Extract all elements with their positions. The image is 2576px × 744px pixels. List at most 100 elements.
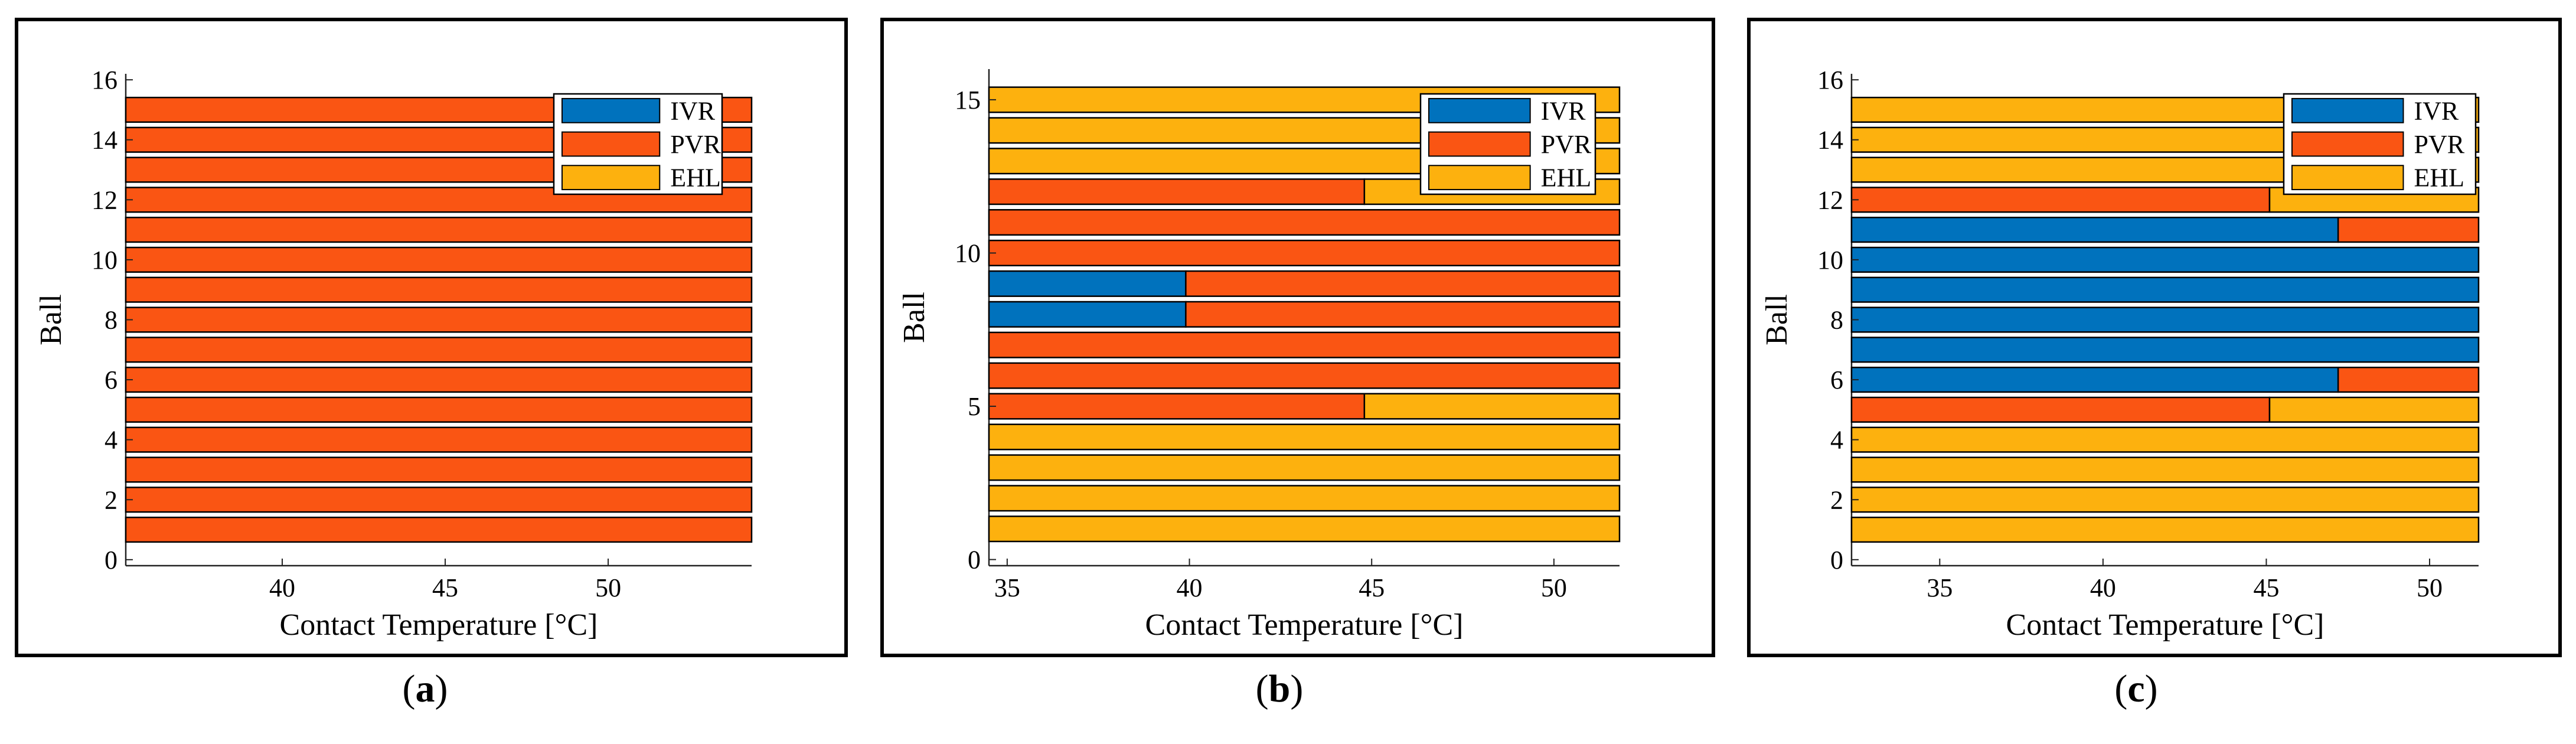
x-tick-label: 40 xyxy=(269,573,295,602)
caption-open: ( xyxy=(403,667,416,710)
bar-ball-3-ehl xyxy=(988,454,1621,481)
bar-ball-6-pvr xyxy=(125,367,753,393)
bar-ball-11-pvr xyxy=(988,209,1621,236)
y-tick-label: 0 xyxy=(1830,546,1843,575)
bars xyxy=(125,96,753,543)
bar-ball-2-ehl xyxy=(1850,487,2480,513)
legend-swatch-ivr xyxy=(561,97,661,123)
y-tick-label: 16 xyxy=(92,66,117,94)
legend-swatch-pvr xyxy=(561,131,661,157)
y-tick-label: 2 xyxy=(1830,485,1843,514)
bar-ball-5-ehl xyxy=(1363,393,1621,420)
y-tick-label: 0 xyxy=(105,546,117,575)
x-tick-label: 50 xyxy=(595,573,621,602)
legend-swatch-ehl xyxy=(2291,165,2404,191)
legend-label-ivr: IVR xyxy=(670,96,715,125)
bar-ball-8-ivr xyxy=(988,301,1187,328)
y-tick-label: 4 xyxy=(105,426,117,455)
bar-ball-8-ivr xyxy=(1850,306,2480,333)
legend-swatch-pvr xyxy=(1428,131,1531,157)
bar-ball-12-pvr xyxy=(988,178,1366,205)
y-axis-label: Ball xyxy=(897,292,931,343)
y-tick-label: 10 xyxy=(1817,246,1843,275)
bar-ball-5-pvr xyxy=(988,393,1366,420)
panel-frame xyxy=(15,18,848,657)
legend-label-ehl: EHL xyxy=(670,164,721,192)
bars xyxy=(988,86,1621,543)
x-tick-label: 45 xyxy=(1359,573,1385,602)
bar-ball-6-pvr xyxy=(988,362,1621,389)
y-axis-label: Ball xyxy=(34,294,68,345)
x-tick-label: 40 xyxy=(2090,573,2116,602)
y-tick-label: 16 xyxy=(1817,66,1843,94)
x-axis-label: Contact Temperature [°C] xyxy=(280,608,598,642)
legend-label-ehl: EHL xyxy=(2414,164,2465,192)
bar-ball-2-ehl xyxy=(988,485,1621,512)
chart-panel-c: 35 40 45 50 0 2 4 6 8 10 12 14 16 Contact Temperature… xyxy=(1747,18,2562,710)
bar-ball-7-pvr xyxy=(988,331,1621,358)
bar-ball-9-pvr xyxy=(125,276,753,303)
bar-ball-10-ivr xyxy=(1850,246,2480,273)
legend-label-pvr: PVR xyxy=(670,130,721,159)
caption-letter: c xyxy=(2127,667,2144,710)
x-axis-label: Contact Temperature [°C] xyxy=(2006,608,2324,642)
bar-ball-12-pvr xyxy=(1850,187,2271,213)
y-tick-label: 14 xyxy=(1817,126,1843,155)
legend: IVR PVR EHL xyxy=(1419,93,1596,195)
caption-open: ( xyxy=(1256,667,1269,710)
bar-ball-4-ehl xyxy=(988,423,1621,451)
x-tick-label: 50 xyxy=(1541,573,1567,602)
bar-ball-1-pvr xyxy=(125,516,753,543)
caption-open: ( xyxy=(2114,667,2127,710)
bar-ball-5-pvr xyxy=(1850,396,2271,423)
bar-ball-11-pvr xyxy=(2337,217,2480,243)
bar-ball-6-pvr xyxy=(2337,367,2480,393)
caption-close: ) xyxy=(2145,667,2158,710)
legend-swatch-ivr xyxy=(1428,97,1531,123)
y-tick-label: 2 xyxy=(105,485,117,514)
bar-ball-11-ivr xyxy=(1850,217,2339,243)
legend-label-pvr: PVR xyxy=(2414,130,2465,159)
y-tick-label: 6 xyxy=(1830,366,1843,394)
chart-panel-b: 35 40 45 50 0 5 10 15 Contact Temperature [°C] Ba… xyxy=(880,18,1715,710)
bar-ball-1-ehl xyxy=(988,515,1621,543)
legend-label-ivr: IVR xyxy=(2414,96,2459,125)
x-tick-label: 35 xyxy=(1927,573,1953,602)
y-tick-label: 12 xyxy=(92,185,117,214)
bar-ball-1-ehl xyxy=(1850,516,2480,543)
x-tick-label: 50 xyxy=(2417,573,2443,602)
caption-letter: a xyxy=(416,667,435,710)
bar-ball-3-ehl xyxy=(1850,456,2480,483)
x-axis-label: Contact Temperature [°C] xyxy=(1145,608,1464,642)
bar-ball-10-pvr xyxy=(125,246,753,273)
caption-letter: b xyxy=(1269,667,1291,710)
y-tick-label: 5 xyxy=(968,392,981,421)
y-tick-label: 10 xyxy=(955,239,981,267)
caption-close: ) xyxy=(435,667,448,710)
y-tick-label: 0 xyxy=(968,546,981,575)
legend-label-pvr: PVR xyxy=(1541,130,1592,159)
y-tick-label: 4 xyxy=(1830,426,1843,455)
x-tick-label: 35 xyxy=(994,573,1020,602)
y-tick-label: 14 xyxy=(92,126,117,155)
legend-swatch-pvr xyxy=(2291,131,2404,157)
panel-caption: (a) xyxy=(403,667,448,710)
bar-ball-8-pvr xyxy=(125,306,753,333)
legend-label-ehl: EHL xyxy=(1541,164,1592,192)
bar-ball-11-pvr xyxy=(125,217,753,243)
panel-caption: (c) xyxy=(2114,667,2157,710)
y-tick-label: 12 xyxy=(1817,185,1843,214)
legend-swatch-ivr xyxy=(2291,97,2404,123)
panel-caption: (b) xyxy=(1256,667,1304,710)
chart-panel-a: 40 45 50 0 2 4 6 8 10 12 14 16 Contact Temperature [… xyxy=(15,18,848,710)
legend: IVR PVR EHL xyxy=(2283,93,2477,195)
bar-ball-4-pvr xyxy=(125,426,753,453)
bar-ball-6-ivr xyxy=(1850,367,2339,393)
panel-frame xyxy=(880,18,1715,657)
y-tick-label: 15 xyxy=(955,86,981,115)
bar-ball-7-pvr xyxy=(125,337,753,363)
legend-label-ivr: IVR xyxy=(1541,96,1586,125)
y-tick-label: 6 xyxy=(105,366,117,394)
bar-ball-9-pvr xyxy=(1185,270,1621,297)
